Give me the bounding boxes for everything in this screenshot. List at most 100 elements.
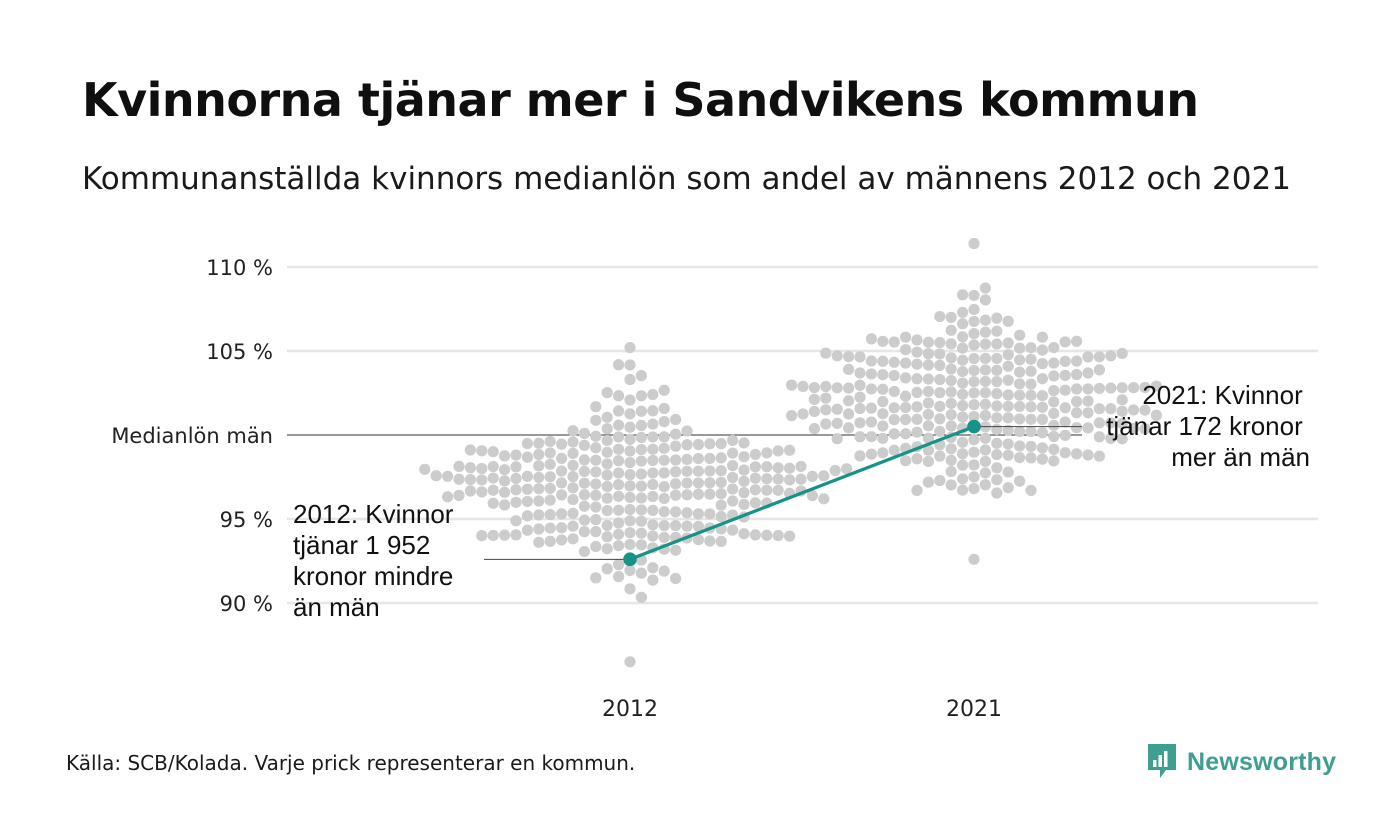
municipality-dot-2021: [968, 399, 980, 411]
municipality-dot-2012: [464, 444, 476, 456]
municipality-dot-2012: [704, 488, 716, 500]
municipality-dot-2012: [567, 447, 579, 459]
municipality-dot-2012: [727, 483, 739, 495]
municipality-dot-2021: [1093, 364, 1105, 376]
municipality-dot-2012: [578, 465, 591, 478]
municipality-dot-2012: [521, 483, 534, 495]
municipality-dot-2012: [601, 469, 613, 481]
municipality-dot-2021: [1025, 440, 1037, 452]
municipality-dot-2021: [1048, 384, 1060, 397]
municipality-dot-2021: [922, 373, 935, 385]
municipality-dot-2012: [624, 373, 636, 386]
municipality-dot-2021: [808, 423, 821, 435]
municipality-dot-2021: [911, 426, 923, 438]
municipality-dot-2021: [1105, 403, 1117, 415]
municipality-dot-2012: [544, 471, 556, 483]
municipality-dot-2012: [567, 459, 579, 471]
municipality-dot-2012: [578, 439, 591, 451]
municipality-dot-2021: [1002, 412, 1014, 424]
municipality-dot-2021: [945, 420, 957, 432]
municipality-dot-2021: [945, 311, 957, 323]
municipality-dot-2012: [635, 370, 648, 382]
municipality-dot-2012: [613, 490, 625, 502]
municipality-dot-2021: [934, 374, 946, 386]
municipality-dot-2012: [590, 572, 602, 584]
municipality-dot-2021: [945, 324, 957, 336]
municipality-dot-2021: [843, 363, 855, 376]
municipality-dot-2021: [922, 476, 935, 488]
municipality-dot-2012: [715, 510, 727, 523]
municipality-dot-2012: [590, 501, 602, 513]
municipality-dot-2021: [968, 315, 980, 328]
municipality-dot-2012: [590, 466, 602, 478]
annotation-2012-line: 2012: Kvinnor: [293, 499, 454, 529]
municipality-dot-2021: [808, 393, 821, 405]
municipality-dot-2012: [635, 527, 648, 539]
municipality-dot-2012: [476, 445, 488, 457]
municipality-dot-2021: [900, 331, 912, 343]
municipality-dot-2012: [578, 500, 591, 512]
municipality-dot-2012: [499, 486, 511, 498]
municipality-dot-2021: [957, 388, 969, 400]
municipality-dot-2012: [681, 425, 693, 437]
municipality-dot-2021: [911, 386, 923, 399]
municipality-dot-2012: [681, 439, 693, 451]
municipality-dot-2021: [1025, 378, 1037, 390]
municipality-dot-2021: [888, 356, 900, 368]
municipality-dot-2021: [1071, 335, 1083, 347]
municipality-dot-2021: [1025, 484, 1037, 497]
municipality-dot-2012: [635, 480, 648, 492]
municipality-dot-2021: [1025, 365, 1037, 377]
annotation-2012: 2012: Kvinnor tjänar 1 952 kronor mindre…: [293, 499, 461, 622]
municipality-dot-2012: [715, 476, 727, 488]
municipality-dot-2012: [749, 461, 762, 473]
newsworthy-logo-icon: [1148, 744, 1176, 778]
municipality-dot-2012: [499, 475, 511, 487]
municipality-dot-2012: [658, 442, 670, 454]
municipality-dot-2021: [911, 358, 923, 370]
municipality-dot-2012: [544, 447, 556, 459]
municipality-dot-2012: [556, 477, 568, 489]
municipality-dot-2012: [590, 401, 602, 413]
municipality-dot-2021: [1082, 367, 1094, 379]
municipality-dot-2012: [624, 564, 636, 577]
municipality-dot-2012: [613, 559, 625, 571]
municipality-dot-2012: [613, 405, 625, 417]
municipality-dot-2012: [692, 520, 705, 532]
municipality-dot-2012: [464, 485, 476, 497]
municipality-dot-2012: [727, 447, 739, 459]
municipality-dot-2021: [968, 328, 980, 340]
municipality-dot-2021: [1105, 432, 1117, 444]
municipality-dot-2012: [590, 478, 602, 490]
municipality-dot-2012: [692, 477, 705, 489]
municipality-dot-2012: [795, 460, 807, 473]
municipality-dot-2021: [888, 402, 900, 414]
annotation-2012-line: tjänar 1 952: [293, 530, 430, 560]
municipality-dot-2021: [820, 347, 832, 359]
municipality-dot-2012: [806, 489, 819, 502]
brand-name: Newsworthy: [1187, 747, 1337, 776]
municipality-dot-2012: [624, 421, 636, 433]
municipality-dot-2021: [1105, 382, 1117, 394]
annotation-2021-line: mer än män: [1171, 442, 1310, 472]
municipality-dot-2012: [624, 538, 636, 551]
municipality-dot-2021: [957, 473, 969, 485]
municipality-dot-2021: [1014, 354, 1026, 366]
municipality-dot-2021: [888, 414, 900, 426]
municipality-dot-2021: [877, 335, 889, 347]
municipality-dot-2021: [1036, 390, 1048, 402]
municipality-dot-2021: [1025, 353, 1037, 365]
municipality-dot-2012: [635, 390, 648, 402]
municipality-dot-2012: [590, 454, 602, 466]
municipality-dot-2012: [613, 390, 625, 402]
municipality-dot-2012: [670, 466, 682, 478]
municipality-dot-2012: [624, 456, 636, 469]
municipality-dot-2021: [911, 334, 923, 346]
municipality-dot-2012: [635, 455, 648, 467]
municipality-dot-2012: [544, 509, 556, 521]
municipality-dot-2012: [430, 470, 442, 482]
municipality-dot-2012: [578, 526, 591, 538]
municipality-dot-2012: [544, 482, 556, 494]
municipality-dot-2021: [820, 418, 832, 430]
annotation-2012-line: än män: [293, 592, 380, 622]
